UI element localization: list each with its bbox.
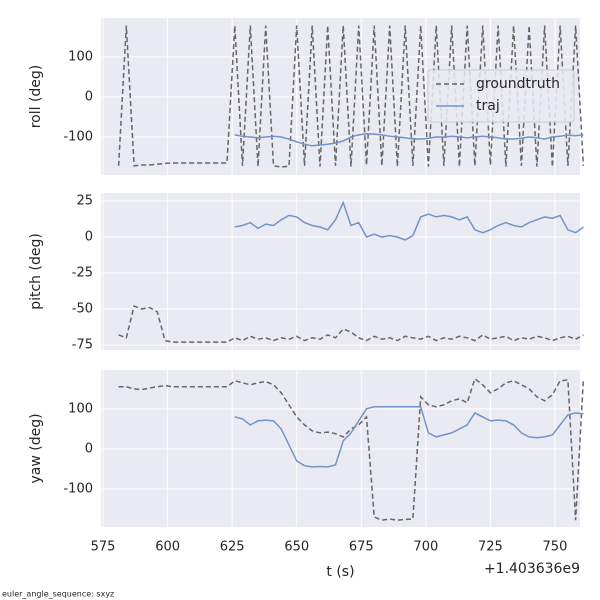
line-series bbox=[234, 406, 584, 468]
y-tick-label: -50 bbox=[72, 301, 93, 316]
x-tick-label: 700 bbox=[413, 540, 438, 555]
plot-area bbox=[101, 193, 580, 350]
x-tick-label: 650 bbox=[284, 540, 309, 555]
y-tick-label: -100 bbox=[63, 129, 93, 144]
y-tick-label: -100 bbox=[63, 481, 93, 496]
x-offset-label: +1.403636e9 bbox=[484, 561, 580, 577]
y-tick-label: 0 bbox=[85, 89, 93, 104]
x-tick-label: 600 bbox=[155, 540, 180, 555]
x-axis-label: t (s) bbox=[326, 564, 354, 580]
footnote: euler_angle_sequence: sxyz bbox=[2, 590, 114, 599]
y-tick-label: -75 bbox=[72, 337, 93, 352]
x-tick-label: 675 bbox=[349, 540, 374, 555]
y-axis-label: pitch (deg) bbox=[28, 233, 44, 310]
y-tick-label: -25 bbox=[72, 266, 93, 281]
x-tick-label: 750 bbox=[543, 540, 568, 555]
x-tick-label: 575 bbox=[91, 540, 116, 555]
y-axis-label: yaw (deg) bbox=[28, 413, 44, 483]
x-tick-label: 625 bbox=[220, 540, 245, 555]
legend-label: groundtruth bbox=[476, 76, 560, 92]
line-series bbox=[234, 132, 584, 147]
legend-box bbox=[427, 69, 575, 123]
y-tick-label: 0 bbox=[85, 230, 93, 245]
y-axis-label: roll (deg) bbox=[28, 65, 44, 129]
y-tick-label: 0 bbox=[85, 441, 93, 456]
line-series bbox=[117, 25, 585, 168]
y-tick-label: 100 bbox=[68, 401, 93, 416]
y-tick-label: 25 bbox=[76, 194, 93, 209]
legend-label: traj bbox=[476, 98, 500, 114]
x-tick-label: 725 bbox=[478, 540, 503, 555]
line-series bbox=[234, 200, 584, 241]
y-tick-label: 100 bbox=[68, 49, 93, 64]
